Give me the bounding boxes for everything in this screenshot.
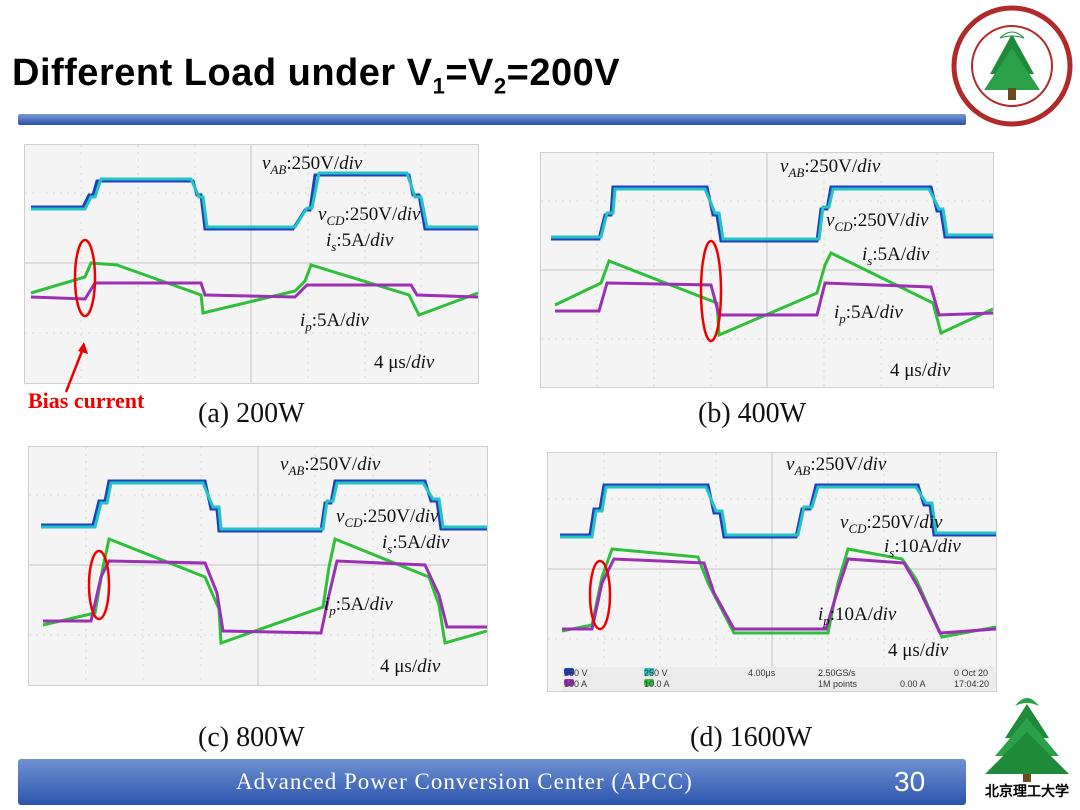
ip-label-c: ip:5A/div: [324, 594, 393, 618]
waveform-a: [25, 145, 478, 383]
time-label-b: 4 μs/div: [890, 360, 951, 381]
ip-trace: [30, 281, 478, 301]
bias-current-label: Bias current: [28, 388, 145, 413]
caption-d: (d) 1600W: [690, 722, 813, 753]
scope-panel-d: 250 V 100 A 250 V 10.0 A 4.00μs 2.50GS/s…: [547, 452, 997, 692]
vab-label-d: vAB:250V/div: [786, 454, 887, 478]
scope-panel-b: [540, 152, 994, 388]
page-number: 30: [894, 766, 926, 797]
university-tree-icon: 北京理工大学: [985, 698, 1069, 800]
caption-b: (b) 400W: [698, 398, 807, 429]
waveform-b: [541, 153, 993, 387]
title-divider: [18, 114, 966, 125]
is-label-a: is:5A/div: [326, 230, 394, 254]
waveform-c: [29, 447, 487, 685]
time-label-d: 4 μs/div: [888, 640, 949, 661]
vab-label-c: vAB:250V/div: [280, 454, 381, 478]
is-label-d: is:10A/div: [884, 536, 961, 560]
waveform-d: [548, 453, 996, 667]
footer-bar: [18, 759, 966, 805]
is-label-c: is:5A/div: [382, 532, 450, 556]
vcd-label-a: vCD:250V/div: [318, 204, 421, 228]
slide-title: Different Load under V1=V2=200V: [12, 52, 621, 99]
ip-label-b: ip:5A/div: [834, 302, 903, 326]
footer-text: Advanced Power Conversion Center (APCC): [236, 769, 693, 794]
scope-panel-a: [24, 144, 479, 384]
caption-a: (a) 200W: [198, 398, 305, 429]
vcd-label-c: vCD:250V/div: [336, 506, 439, 530]
vab-label-a: vAB:250V/div: [262, 153, 363, 177]
vab-label-b: vAB:250V/div: [780, 156, 881, 180]
is-label-b: is:5A/div: [862, 244, 930, 268]
ip-label-a: ip:5A/div: [300, 310, 369, 334]
time-label-c: 4 μs/div: [380, 656, 441, 677]
university-seal-icon: [951, 5, 1073, 127]
bias-marker: [73, 238, 97, 318]
scope-panel-c: [28, 446, 488, 686]
is-trace: [30, 261, 478, 317]
scope-status-bar: 250 V 100 A 250 V 10.0 A 4.00μs 2.50GS/s…: [562, 667, 995, 691]
vcd-label-b: vCD:250V/div: [826, 210, 929, 234]
ip-label-d: ip:10A/div: [818, 604, 897, 628]
caption-c: (c) 800W: [198, 722, 305, 753]
time-label-a: 4 μs/div: [374, 352, 435, 373]
vcd-label-d: vCD:250V/div: [840, 512, 943, 536]
bias-arrow-icon: [64, 342, 88, 393]
svg-text:北京理工大学: 北京理工大学: [985, 783, 1069, 800]
vcd-trace: [31, 171, 478, 229]
